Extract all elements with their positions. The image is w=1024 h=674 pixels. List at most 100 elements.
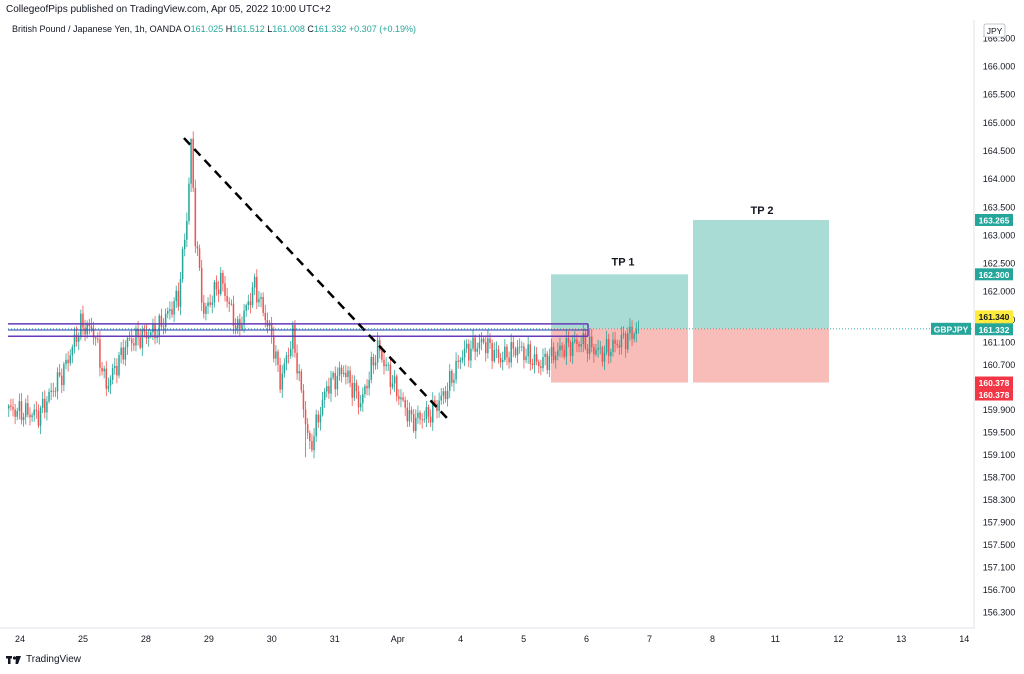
candle-body: [209, 302, 211, 305]
candle-body: [319, 414, 322, 423]
candle-body: [306, 424, 309, 433]
candle-body: [285, 355, 288, 364]
price-tick-label: 159.500: [983, 427, 1016, 437]
candle-body: [111, 368, 114, 380]
currency-box: [983, 23, 1006, 38]
candle-body: [612, 339, 614, 352]
candle-body: [171, 309, 173, 315]
candle-body: [188, 183, 190, 221]
candle-body: [177, 290, 180, 307]
candle-body: [326, 386, 328, 392]
candle-body: [425, 407, 428, 420]
candle-body: [179, 279, 182, 307]
candle-body: [101, 367, 103, 372]
open-value: 161.025: [190, 24, 224, 34]
candle-body: [222, 272, 224, 284]
stop-price-label-lower: 160.378: [979, 390, 1010, 400]
candle-body: [220, 272, 222, 295]
candle-body: [607, 339, 610, 357]
candle-body: [427, 407, 430, 417]
price-tick-label: 162.000: [983, 287, 1016, 297]
candle-body: [603, 352, 606, 362]
time-tick-label: 25: [78, 634, 88, 644]
candle-body: [332, 372, 334, 378]
candle-body: [580, 344, 582, 347]
candle-body: [618, 344, 621, 348]
candle-body: [323, 391, 326, 400]
candle-body: [508, 357, 510, 363]
candle-body: [14, 409, 16, 417]
candle-body: [251, 287, 254, 306]
candle-body: [499, 357, 502, 363]
low-value: 161.008: [272, 24, 305, 34]
candle-body: [317, 414, 320, 423]
candle-body: [273, 335, 275, 359]
candle-body: [109, 379, 112, 386]
candle-body: [128, 338, 131, 339]
tp2-price-label: 163.265: [979, 215, 1010, 225]
candle-body: [58, 372, 61, 376]
candle-body: [82, 313, 84, 328]
close-value: 161.332: [313, 24, 347, 34]
candle-body: [521, 346, 523, 348]
tp1-stop-zone: [551, 328, 688, 383]
candle-body: [540, 366, 542, 369]
candle-body: [446, 390, 449, 400]
time-tick-label: 6: [584, 634, 589, 644]
candle-body: [370, 357, 373, 380]
candle-body: [264, 312, 267, 321]
candle-body: [213, 281, 216, 303]
candle-body: [357, 391, 360, 408]
candle-body: [294, 325, 296, 353]
time-tick-label: 11: [771, 634, 780, 644]
candle-body: [107, 385, 110, 389]
candle-body: [71, 347, 74, 356]
tradingview-logo-icon: [6, 655, 21, 664]
candle-body: [635, 329, 638, 334]
candle-body: [340, 367, 343, 375]
price-tick-label: 156.700: [983, 585, 1016, 595]
candle-body: [86, 324, 88, 335]
candle-body: [330, 377, 332, 394]
candle-body: [586, 348, 589, 354]
candle-body: [84, 327, 86, 335]
candle-body: [476, 348, 479, 352]
candle-body: [448, 370, 451, 391]
candle-body: [504, 346, 506, 360]
candle-body: [287, 355, 290, 357]
candle-body: [349, 370, 351, 383]
candle-body: [124, 347, 127, 360]
publisher-credit: CollegeofPips published on TradingView.c…: [6, 4, 331, 15]
candle-body: [61, 375, 63, 386]
candle-body: [381, 350, 383, 360]
candle-body: [342, 372, 345, 375]
candle-body: [54, 391, 57, 393]
candle-body: [351, 382, 353, 398]
candle-body: [152, 324, 154, 333]
candle-body: [154, 324, 156, 339]
candle-body: [610, 351, 612, 357]
candle-body: [627, 333, 629, 350]
candle-body: [415, 417, 417, 431]
candle-body: [296, 352, 298, 374]
candle-body: [419, 412, 421, 420]
price-tick-label: 163.500: [983, 202, 1016, 212]
time-tick-label: 31: [330, 634, 340, 644]
price-tick-label: 159.900: [983, 405, 1016, 415]
candle-body: [440, 395, 442, 401]
candle-body: [158, 315, 161, 337]
candle-body: [571, 341, 574, 356]
candle-body: [52, 390, 55, 392]
symbol-name: British Pound / Japanese Yen, 1h, OANDA: [12, 24, 182, 34]
candle-body: [46, 401, 48, 413]
price-tick-label: 166.500: [983, 33, 1016, 43]
candle-body: [35, 409, 38, 411]
candle-body: [130, 338, 133, 344]
candle-body: [565, 338, 568, 357]
candle-body: [567, 338, 570, 343]
candle-body: [531, 363, 534, 365]
entry-price-label-upper: 161.340: [979, 312, 1010, 322]
candle-body: [311, 441, 313, 451]
